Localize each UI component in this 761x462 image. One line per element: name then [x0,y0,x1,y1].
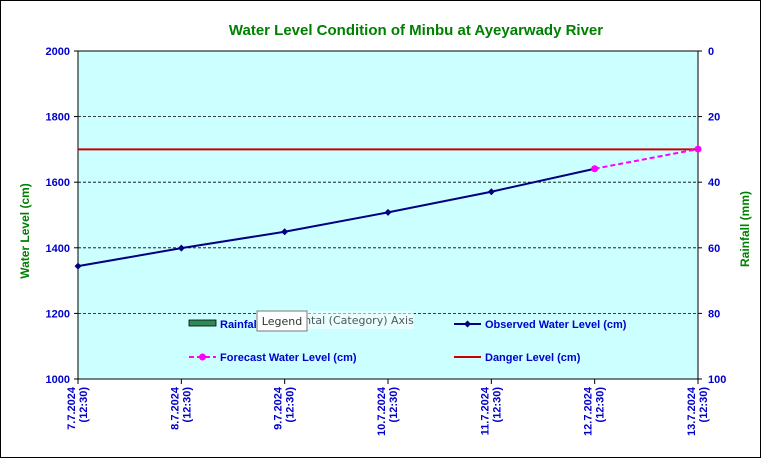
y-tick-label: 1000 [46,374,70,386]
y2-tick-label: 0 [708,46,714,58]
x-tick-label: 8.7.2024 (12:30) [169,386,193,430]
legend-label: Rainfall [220,319,260,331]
legend-marker [199,353,206,361]
x-tick-label: 9.7.2024 (12:30) [273,386,297,430]
observed-line [77,167,595,268]
observed-point [281,228,289,236]
right-axis-ticks: 0 20 40 60 80 100 [698,46,726,386]
legend-marker [464,320,471,328]
x-tick-label: 11.7.2024 (12:30) [479,386,503,435]
legend-swatch [188,319,217,327]
forecast-series [591,145,702,173]
x-tick-label-line: (12:30) [181,387,193,423]
y-tick-label: 1400 [46,243,70,255]
legend-entry[interactable]: Rainfall [188,319,260,331]
y2-tick-label: 80 [708,308,720,320]
x-tick-label-line: (12:30) [698,387,710,423]
y2-tick-label: 20 [708,112,720,124]
x-tick-label-line: 7.7.2024 [66,386,78,430]
tooltip-legend-text: Legend [262,315,302,328]
x-tick-label-line: (12:30) [388,387,400,423]
y2-tick-label: 100 [708,374,726,386]
x-tick-label-line: 11.7.2024 [479,386,491,435]
x-tick-label-line: (12:30) [285,387,297,423]
x-tick-label-line: (12:30) [595,387,607,423]
legend-entry[interactable]: Danger Level (cm) [454,352,581,364]
hover-tooltip: Horizontal (Category) Axis Legend [256,310,414,332]
tooltip-legend-box [256,310,308,332]
y-tick-label: 1600 [46,177,70,189]
legend-label: Observed Water Level (cm) [485,319,627,331]
observed-point [177,244,185,252]
legend-label: Danger Level (cm) [485,352,581,364]
forecast-point [591,165,599,173]
observed-point [384,208,392,216]
y2-tick-label: 40 [708,177,720,189]
y2-axis-title: Rainfall (mm) [738,191,752,267]
observed-series [74,165,599,270]
legend[interactable]: Rainfall Observed Water Level (cm) Forecas… [188,319,627,364]
legend-entry[interactable]: Forecast Water Level (cm) [189,352,357,364]
x-tick-label: 13.7.2024 (12:30) [686,386,710,436]
x-tick-label-line: 8.7.2024 [169,386,181,430]
x-tick-label: 10.7.2024 (12:30) [376,386,400,436]
legend-entry[interactable]: Observed Water Level (cm) [454,319,627,331]
x-axis-ticks: 7.7.2024 (12:30) 8.7.2024 (12:30) 9.7.2024 (1… [66,379,710,436]
forecast-point [694,145,702,153]
x-tick-label-line: (12:30) [491,387,503,423]
observed-point [74,262,82,270]
x-tick-label-line: 9.7.2024 [273,386,285,430]
y-tick-label: 2000 [46,46,70,58]
y2-tick-label: 60 [708,243,720,255]
left-axis-ticks: 1000 1200 1400 1600 1800 2000 [46,46,78,386]
forecast-line [594,148,699,170]
y-tick-label: 1200 [46,308,70,320]
y-tick-label: 1800 [46,112,70,124]
x-tick-label: 7.7.2024 (12:30) [66,386,90,430]
x-tick-label-line: (12:30) [78,387,90,423]
chart-title: Water Level Condition of Minbu at Ayeyar… [229,22,603,39]
observed-point [487,188,495,196]
x-tick-label: 12.7.2024 (12:30) [583,386,607,436]
x-tick-label-line: 13.7.2024 [686,386,698,436]
y-axis-title: Water Level (cm) [18,183,32,279]
x-tick-label-line: 10.7.2024 [376,386,388,436]
legend-label: Forecast Water Level (cm) [220,352,357,364]
x-tick-label-line: 12.7.2024 [583,386,595,436]
